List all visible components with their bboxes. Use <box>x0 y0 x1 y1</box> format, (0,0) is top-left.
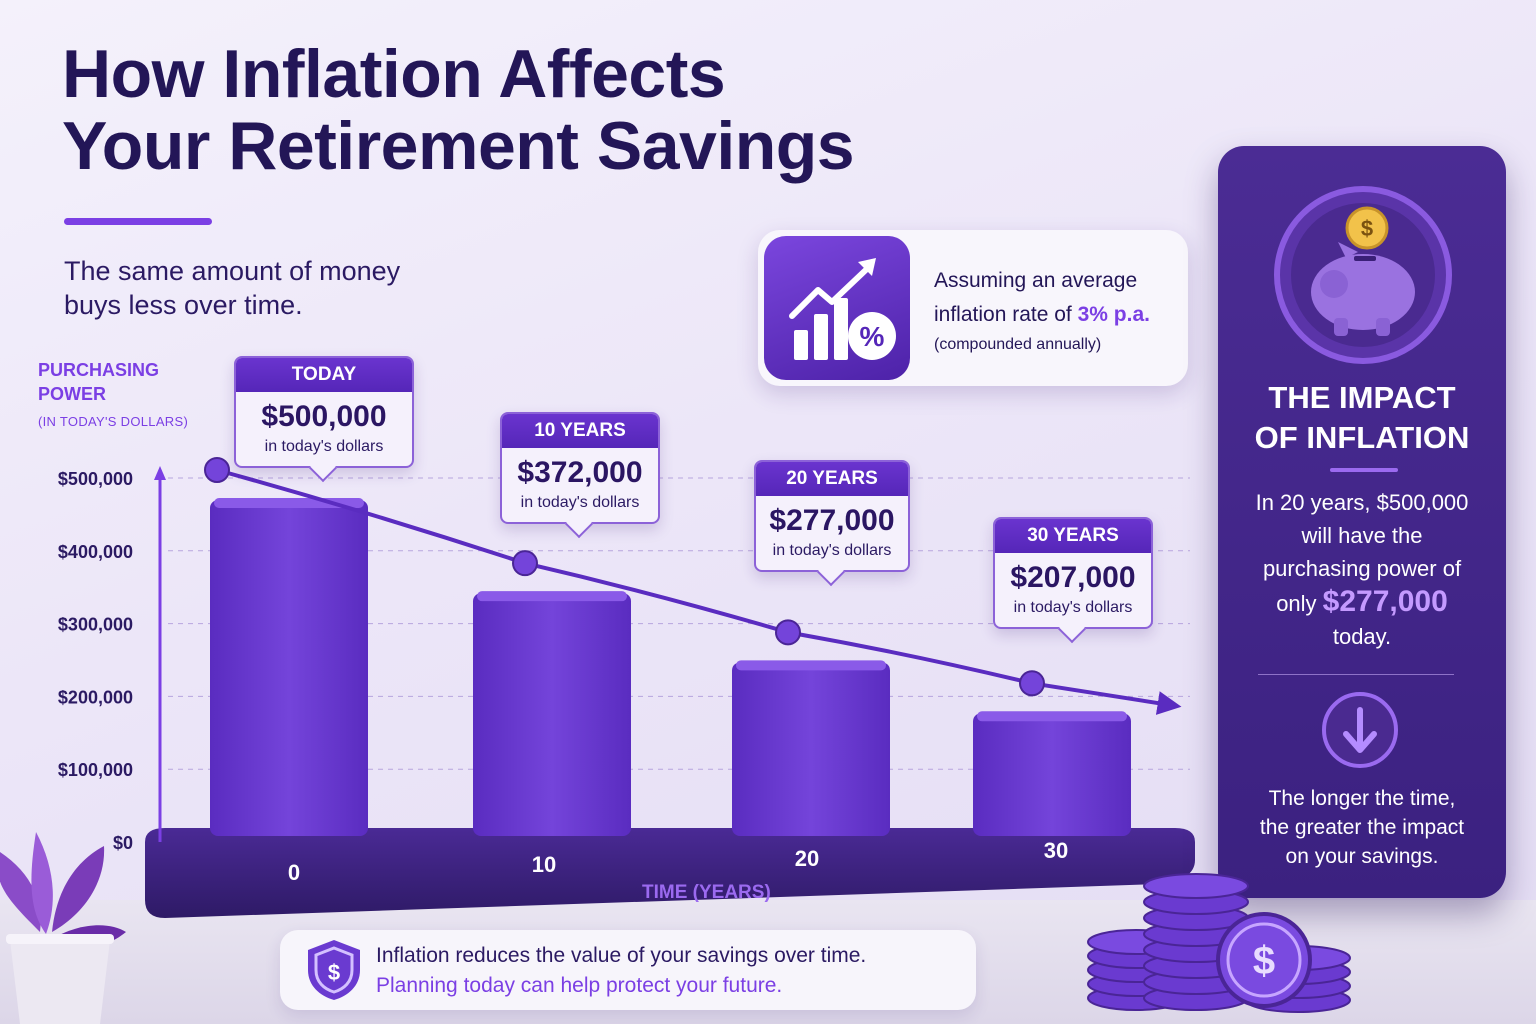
callout-head: 30 YEARS <box>995 519 1151 553</box>
callout-sub: in today's dollars <box>1013 599 1133 616</box>
panel-title-line-2: OF INFLATION <box>1254 420 1470 455</box>
rate-note: (compounded annually) <box>934 336 1102 353</box>
callout-20-years: 20 YEARS $277,000 in today's dollars <box>754 460 910 572</box>
panel-body-line-2: will have the <box>1301 523 1423 548</box>
percent-glyph: % <box>860 321 885 352</box>
panel-body-line-3: purchasing power of <box>1262 556 1462 581</box>
chart-growth-percent-icon: % <box>764 236 910 380</box>
panel-title: THE IMPACT OF INFLATION <box>1218 378 1506 458</box>
bar-top-highlight <box>736 660 886 671</box>
y-tick-label: $100,000 <box>58 760 133 780</box>
callout-30-years: 30 YEARS $207,000 in today's dollars <box>993 517 1153 629</box>
panel-body-line-1: In 20 years, $500,000 <box>1255 490 1469 515</box>
plant-icon <box>0 832 126 1024</box>
y-tick-label: $200,000 <box>58 687 133 707</box>
x-tick-label: 20 <box>795 846 819 871</box>
title-line-2: Your Retirement Savings <box>62 108 855 184</box>
rate-line-1: Assuming an average <box>934 269 1138 292</box>
subtitle-line-2: buys less over time. <box>64 290 303 320</box>
shield-dollar-icon: $ <box>308 940 360 1000</box>
callout-sub: in today's dollars <box>520 494 640 511</box>
callout-head: TODAY <box>236 358 412 392</box>
y-axis-title: PURCHASING POWER (IN TODAY'S DOLLARS) <box>38 358 208 434</box>
panel-foot-line-1: The longer the time, <box>1268 787 1456 810</box>
callout-today: TODAY $500,000 in today's dollars <box>234 356 414 468</box>
panel-body: In 20 years, $500,000 will have the purc… <box>1236 486 1488 653</box>
bar <box>473 593 631 836</box>
y-tick-label: $0 <box>113 833 133 853</box>
panel-foot-line-2: the greater the impact <box>1259 816 1465 839</box>
trend-line <box>216 468 1182 715</box>
coin-glyph: $ <box>1361 216 1373 241</box>
callout-head: 20 YEARS <box>756 462 908 496</box>
y-axis-title-line-1: PURCHASING <box>38 360 160 380</box>
inflation-rate-card: % Assuming an average inflation rate of … <box>758 230 1188 386</box>
bar <box>210 500 368 836</box>
rate-value: 3% p.a. <box>1077 303 1150 326</box>
title-underline <box>64 218 212 225</box>
x-axis-title: TIME (YEARS) <box>642 882 771 903</box>
y-tick-label: $500,000 <box>58 469 133 489</box>
bottom-note-line-2: Planning today can help protect your fut… <box>376 974 783 997</box>
panel-divider <box>1258 674 1454 675</box>
y-tick-label: $300,000 <box>58 615 133 635</box>
data-point <box>204 457 230 483</box>
shield-glyph: $ <box>328 960 340 985</box>
rate-text: Assuming an average inflation rate of 3%… <box>934 264 1184 358</box>
coin-stack-glyph: $ <box>1253 939 1275 983</box>
panel-footer: The longer the time, the greater the imp… <box>1236 784 1488 871</box>
piggy-bank-icon: $ <box>1274 186 1452 364</box>
panel-foot-line-3: on your savings. <box>1285 845 1439 868</box>
callout-value: $207,000 <box>1010 561 1136 594</box>
data-point <box>1019 670 1045 697</box>
panel-title-line-1: THE IMPACT <box>1268 380 1456 415</box>
impact-panel: $ THE IMPACT OF INFLATION In 20 years, $… <box>1218 146 1506 898</box>
x-tick-label: 10 <box>532 852 556 877</box>
callout-value: $372,000 <box>517 456 643 489</box>
y-axis-title-note: (IN TODAY'S DOLLARS) <box>38 414 189 429</box>
y-tick-label: $400,000 <box>58 542 133 562</box>
bar <box>973 713 1131 836</box>
page-title: How Inflation Affects Your Retirement Sa… <box>62 38 1022 182</box>
callout-head: 10 YEARS <box>502 414 658 448</box>
panel-body-prefix: only <box>1276 591 1317 616</box>
title-line-1: How Inflation Affects <box>62 36 726 112</box>
arrow-down-icon <box>1322 692 1398 768</box>
bottom-note: $ Inflation reduces the value of your sa… <box>280 930 976 1010</box>
y-axis-title-line-2: POWER <box>38 384 107 404</box>
chart-base-platform <box>145 828 1195 918</box>
panel-body-suffix: today. <box>1332 624 1392 649</box>
data-point <box>512 550 538 577</box>
callout-10-years: 10 YEARS $372,000 in today's dollars <box>500 412 660 524</box>
callout-value: $277,000 <box>769 504 895 537</box>
callout-sub: in today's dollars <box>264 438 384 455</box>
data-point <box>775 619 801 646</box>
y-axis-arrow <box>154 466 166 480</box>
bar-top-highlight <box>977 711 1127 722</box>
callout-value: $500,000 <box>261 400 387 433</box>
bottom-note-line-1: Inflation reduces the value of your savi… <box>376 944 867 967</box>
panel-title-underline <box>1330 468 1398 472</box>
callout-sub: in today's dollars <box>772 542 892 559</box>
x-tick-label: 0 <box>288 860 300 885</box>
bar-top-highlight <box>477 591 627 602</box>
bar <box>732 662 890 836</box>
subtitle: The same amount of money buys less over … <box>64 254 484 322</box>
subtitle-line-1: The same amount of money <box>64 256 401 286</box>
x-tick-label: 30 <box>1044 838 1068 863</box>
panel-body-amount: $277,000 <box>1322 585 1448 618</box>
rate-line-2-prefix: inflation rate of <box>934 303 1072 326</box>
coin-stack-icon: $ <box>1087 873 1351 1013</box>
